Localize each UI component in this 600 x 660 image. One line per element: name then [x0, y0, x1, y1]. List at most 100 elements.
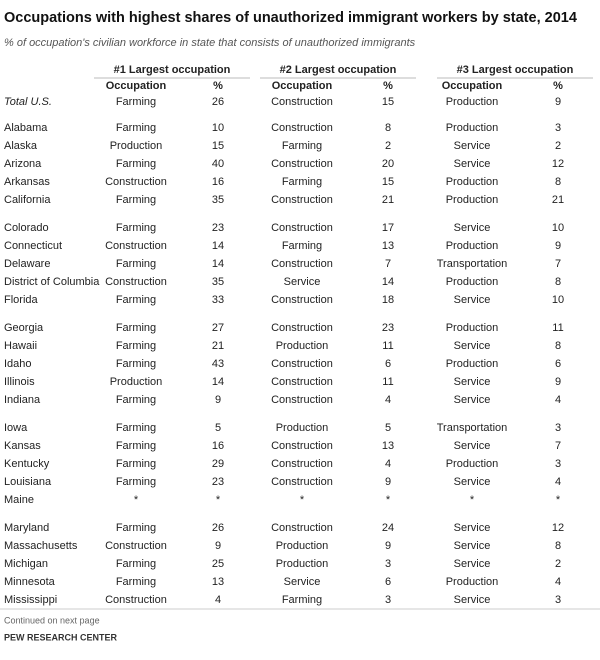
occupation: Service	[454, 558, 491, 570]
occupation: Construction	[271, 358, 333, 370]
occupation: Farming	[282, 176, 322, 188]
percent: 10	[212, 122, 224, 134]
occupation: Service	[454, 294, 491, 306]
percent: 13	[212, 576, 224, 588]
state: Indiana	[4, 394, 41, 406]
percent: 4	[385, 458, 391, 470]
percent: 8	[555, 176, 561, 188]
percent: 4	[385, 394, 391, 406]
occupation: Farming	[116, 294, 156, 306]
occupation: Farming	[282, 140, 322, 152]
state: Massachusetts	[4, 540, 78, 552]
percent: *	[386, 494, 391, 506]
state: California	[4, 194, 51, 206]
percent: 4	[215, 594, 221, 606]
percent: 11	[552, 322, 563, 334]
occupation: Construction	[271, 322, 333, 334]
occupation: Production	[446, 96, 499, 108]
occupation: Farming	[116, 440, 156, 452]
percent: 2	[555, 140, 561, 152]
occupation: Construction	[271, 522, 333, 534]
occupation: Construction	[271, 294, 333, 306]
source: PEW RESEARCH CENTER	[4, 632, 118, 642]
occupation: Construction	[271, 440, 333, 452]
percent: 14	[382, 276, 394, 288]
occupation: Service	[454, 540, 491, 552]
state: Iowa	[4, 422, 28, 434]
subheader: Occupation	[442, 80, 503, 92]
percent: 8	[555, 540, 561, 552]
percent: 4	[555, 476, 561, 488]
percent: 3	[555, 594, 561, 606]
percent: 8	[385, 122, 391, 134]
occupation: Service	[454, 340, 491, 352]
percent: 7	[385, 258, 391, 270]
state: Total U.S.	[4, 96, 52, 108]
percent: 10	[552, 222, 564, 234]
percent: 9	[215, 394, 221, 406]
occupation: Production	[276, 340, 329, 352]
occupation: Production	[446, 240, 499, 252]
percent: 40	[212, 158, 224, 170]
percent: 13	[382, 440, 394, 452]
state: Florida	[4, 294, 39, 306]
state: Illinois	[4, 376, 35, 388]
percent: 6	[555, 358, 561, 370]
occupation: Farming	[282, 240, 322, 252]
state: Minnesota	[4, 576, 56, 588]
occupation: Construction	[271, 476, 333, 488]
occupation: *	[470, 494, 475, 506]
state: Colorado	[4, 222, 49, 234]
percent: 35	[212, 276, 224, 288]
state: Connecticut	[4, 240, 62, 252]
subheader: Occupation	[272, 80, 333, 92]
occupation: Farming	[116, 340, 156, 352]
column-group-header: #3 Largest occupation	[457, 64, 574, 76]
occupation: Farming	[116, 458, 156, 470]
occupation: *	[134, 494, 139, 506]
occupation: Farming	[116, 422, 156, 434]
percent: 7	[555, 440, 561, 452]
occupation: Production	[446, 458, 499, 470]
percent: 14	[212, 376, 224, 388]
percent: 6	[385, 358, 391, 370]
state: Arizona	[4, 158, 42, 170]
percent: 26	[212, 96, 224, 108]
percent: 2	[555, 558, 561, 570]
percent: 26	[212, 522, 224, 534]
percent: 21	[212, 340, 224, 352]
state: Alabama	[4, 122, 48, 134]
percent: 29	[212, 458, 224, 470]
state: Alaska	[4, 140, 38, 152]
occupation: Farming	[116, 258, 156, 270]
percent: 17	[382, 222, 394, 234]
occupation: Service	[454, 522, 491, 534]
occupation: Farming	[116, 122, 156, 134]
state: Louisiana	[4, 476, 52, 488]
percent: 6	[385, 576, 391, 588]
percent: 21	[552, 194, 564, 206]
percent: 20	[382, 158, 394, 170]
percent: 12	[552, 522, 564, 534]
percent: 9	[215, 540, 221, 552]
occupation: Farming	[116, 194, 156, 206]
percent: 9	[555, 240, 561, 252]
occupation: Transportation	[437, 258, 508, 270]
occupation: Construction	[105, 240, 167, 252]
occupation: Farming	[116, 322, 156, 334]
occupation: Construction	[105, 176, 167, 188]
occupation: Service	[454, 440, 491, 452]
state: Arkansas	[4, 176, 50, 188]
occupation: Production	[446, 358, 499, 370]
occupation: Construction	[271, 194, 333, 206]
occupation: Farming	[116, 576, 156, 588]
percent: 35	[212, 194, 224, 206]
state: Kansas	[4, 440, 41, 452]
percent: 14	[212, 240, 224, 252]
occupation: Production	[276, 422, 329, 434]
percent: *	[556, 494, 561, 506]
occupation: Farming	[116, 222, 156, 234]
occupation: Production	[276, 558, 329, 570]
column-group-header: #2 Largest occupation	[280, 64, 397, 76]
